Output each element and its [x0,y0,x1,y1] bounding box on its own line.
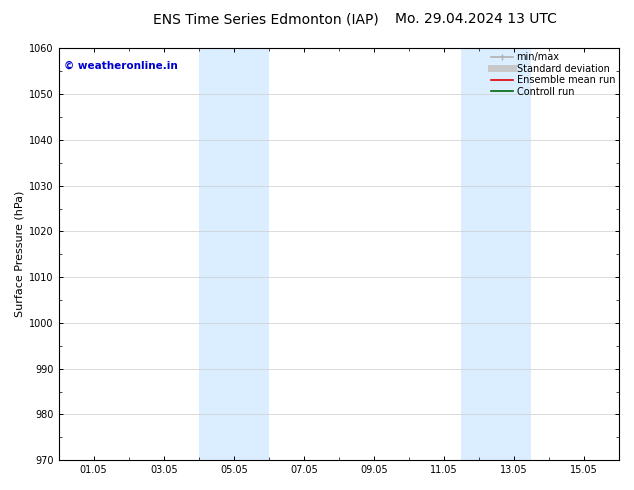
Legend: min/max, Standard deviation, Ensemble mean run, Controll run: min/max, Standard deviation, Ensemble me… [489,50,617,98]
Y-axis label: Surface Pressure (hPa): Surface Pressure (hPa) [15,191,25,318]
Text: ENS Time Series Edmonton (IAP): ENS Time Series Edmonton (IAP) [153,12,379,26]
Bar [234,49,269,460]
Text: Mo. 29.04.2024 13 UTC: Mo. 29.04.2024 13 UTC [394,12,557,26]
Bar [496,49,531,460]
Bar [462,49,496,460]
Text: © weatheronline.in: © weatheronline.in [64,61,178,71]
Bar [198,49,234,460]
